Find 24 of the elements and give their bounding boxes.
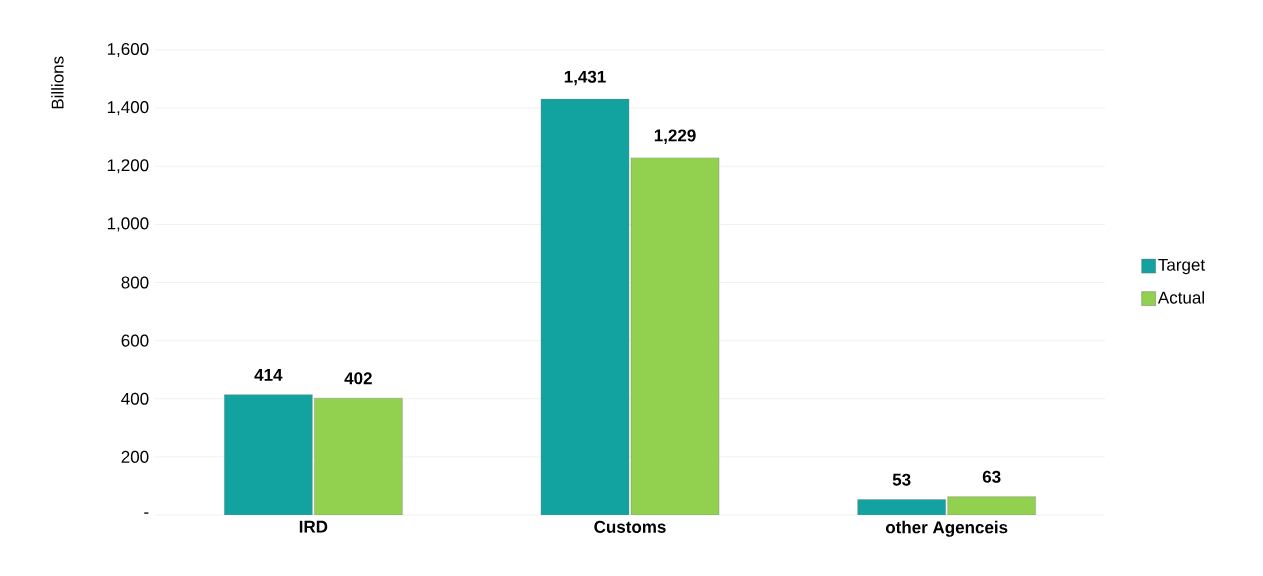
data-label: 414 bbox=[254, 369, 283, 381]
y-tick-label: 1,600 bbox=[107, 42, 149, 58]
y-tick-label: 400 bbox=[121, 392, 149, 405]
data-label: 1,431 bbox=[564, 70, 606, 86]
legend-label: Target bbox=[1158, 258, 1205, 275]
bar bbox=[630, 157, 720, 515]
y-tick-label: 1,000 bbox=[107, 217, 149, 232]
y-tick-label: 800 bbox=[121, 276, 149, 289]
x-tick-label: other Agenceis bbox=[885, 520, 1008, 537]
y-axis-title: Billions bbox=[51, 56, 64, 109]
data-label: 1,229 bbox=[654, 129, 696, 144]
x-tick-label: Customs bbox=[594, 520, 666, 533]
y-tick-label: 200 bbox=[121, 450, 149, 463]
data-label: 63 bbox=[982, 470, 1001, 483]
bar bbox=[314, 397, 403, 515]
x-tick-label: IRD bbox=[299, 520, 328, 533]
data-label: 402 bbox=[344, 372, 372, 385]
y-tick-label: 1,200 bbox=[107, 159, 149, 174]
bar bbox=[947, 496, 1036, 515]
y-tick-label: 600 bbox=[121, 334, 149, 347]
legend-label: Actual bbox=[1157, 291, 1204, 304]
y-tick-label: - bbox=[144, 512, 149, 514]
data-label: 53 bbox=[892, 473, 911, 486]
y-tick-label: 1,400 bbox=[107, 101, 149, 116]
